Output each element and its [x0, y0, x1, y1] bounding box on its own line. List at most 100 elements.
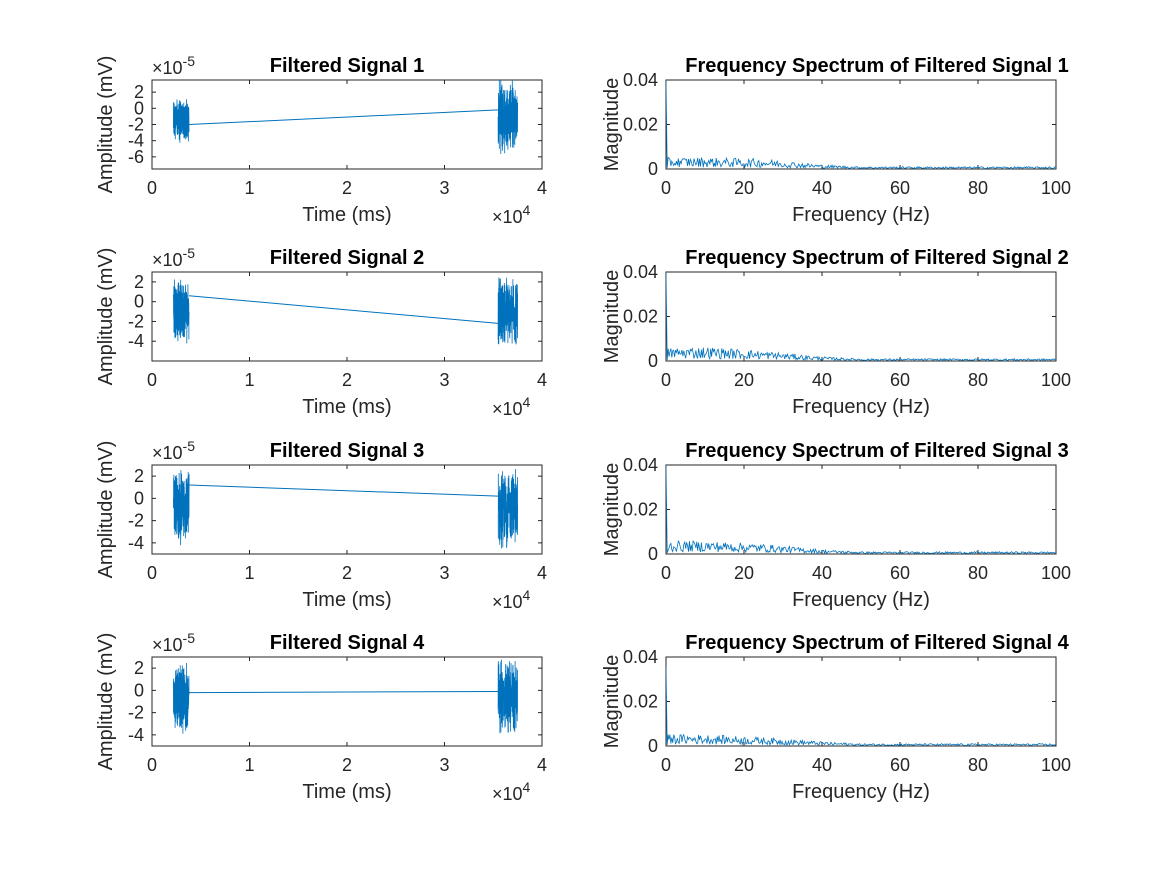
plot-area [151, 271, 543, 362]
x-tick-label: 100 [1041, 370, 1071, 390]
y-tick-label: 0 [648, 736, 658, 756]
x-tick-label: 40 [812, 178, 832, 198]
x-tick-label: 0 [661, 370, 671, 390]
y-tick-label: 0.04 [623, 647, 658, 667]
signal-burst-1 [173, 662, 190, 734]
spectrum-plot-3: 0 20 40 60 80 100 0.04 0.02 0 Frequency Spectrum … [601, 440, 1071, 611]
signal-burst-2 [497, 80, 518, 155]
signal-burst-1 [173, 99, 190, 143]
y-tick-label: 0 [648, 544, 658, 564]
x-tick-label: 0 [661, 755, 671, 775]
y-tick-label: 0 [648, 159, 658, 179]
x-axis-label: Time (ms) [302, 589, 391, 611]
x-tick-label: 60 [890, 370, 910, 390]
y-tick-label: 0 [648, 351, 658, 371]
plot-title: Frequency Spectrum of Filtered Signal 4 [685, 632, 1069, 654]
x-tick-label: 1 [244, 178, 254, 198]
y-tick-label: 0.04 [623, 70, 658, 90]
spectrum-plot-4: 0 20 40 60 80 100 0.04 0.02 0 Frequency Spectrum … [601, 632, 1071, 803]
plot-title: Filtered Signal 3 [270, 440, 424, 462]
spectrum-line [666, 272, 1056, 361]
y-tick-label: 2 [134, 82, 144, 102]
y-tick-label: 0.02 [623, 307, 658, 327]
x-tick-label: 20 [734, 755, 754, 775]
spectrum-line [666, 665, 1056, 746]
signal-burst-2 [497, 659, 518, 734]
y-tick-label: 0 [134, 98, 144, 118]
y-exponent-label: ×10-5 [152, 245, 195, 270]
y-tick-label: -4 [128, 131, 144, 151]
x-exponent-label: ×104 [492, 779, 531, 804]
x-exponent-label: ×104 [492, 202, 531, 227]
spectrum-plot-1: 0 20 40 60 80 100 0.04 0.02 0 Frequency Spectrum … [601, 55, 1071, 226]
x-tick-label: 20 [734, 178, 754, 198]
plot-area [665, 464, 1057, 555]
x-tick-label: 60 [890, 178, 910, 198]
x-tick-label: 100 [1041, 755, 1071, 775]
y-axis-label: Magnitude [601, 270, 623, 363]
y-tick-label: -6 [128, 147, 144, 167]
x-tick-label: 60 [890, 563, 910, 583]
x-axis-label: Frequency (Hz) [792, 396, 930, 418]
x-tick-label: 20 [734, 563, 754, 583]
y-axis-label: Magnitude [601, 78, 623, 171]
signal-connector-line [189, 295, 499, 324]
x-axis-label: Time (ms) [302, 781, 391, 803]
y-tick-label: 0.04 [623, 262, 658, 282]
y-tick-label: -4 [128, 331, 144, 351]
x-axis-label: Time (ms) [302, 396, 391, 418]
y-tick-label: -2 [128, 115, 144, 135]
plot-area [665, 79, 1057, 170]
plot-title: Filtered Signal 1 [270, 55, 424, 77]
y-tick-label: 0.02 [623, 500, 658, 520]
signal-connector-line [189, 109, 499, 125]
y-exponent-label: ×10-5 [152, 438, 195, 463]
y-tick-label: 0 [134, 488, 144, 508]
x-tick-label: 4 [537, 755, 547, 775]
x-tick-label: 0 [661, 178, 671, 198]
y-tick-label: -2 [128, 703, 144, 723]
x-tick-label: 2 [342, 755, 352, 775]
signal-burst-2 [497, 468, 518, 549]
x-tick-label: 0 [147, 755, 157, 775]
plot-title: Frequency Spectrum of Filtered Signal 2 [685, 247, 1068, 269]
x-tick-label: 100 [1041, 563, 1071, 583]
x-axis-label: Frequency (Hz) [792, 589, 930, 611]
y-tick-label: 0 [134, 680, 144, 700]
y-axis-label: Amplitude (mV) [95, 633, 117, 771]
x-tick-label: 3 [439, 755, 449, 775]
y-exponent-label: ×10-5 [152, 630, 195, 655]
spectrum-plot-2: 0 20 40 60 80 100 0.04 0.02 0 Frequency Spectrum … [601, 247, 1071, 418]
x-exponent-label: ×104 [492, 394, 531, 419]
y-axis-label: Magnitude [601, 463, 623, 556]
y-tick-label: 0 [134, 292, 144, 312]
x-tick-label: 4 [537, 563, 547, 583]
x-tick-label: 40 [812, 563, 832, 583]
plot-area [151, 656, 543, 747]
spectrum-line [666, 465, 1056, 554]
y-tick-label: 0.04 [623, 455, 658, 475]
plot-area [665, 271, 1057, 362]
x-axis-label: Time (ms) [302, 204, 391, 226]
x-tick-label: 80 [968, 755, 988, 775]
x-tick-label: 3 [439, 370, 449, 390]
x-tick-label: 3 [439, 563, 449, 583]
x-tick-label: 80 [968, 178, 988, 198]
y-tick-label: -2 [128, 511, 144, 531]
x-tick-label: 2 [342, 370, 352, 390]
x-tick-label: 40 [812, 755, 832, 775]
y-axis-label: Amplitude (mV) [95, 248, 117, 386]
x-exponent-label: ×104 [492, 587, 531, 612]
plot-area [151, 464, 543, 555]
x-tick-label: 0 [147, 563, 157, 583]
x-tick-label: 80 [968, 563, 988, 583]
plot-title: Filtered Signal 4 [270, 632, 425, 654]
y-axis-label: Amplitude (mV) [95, 56, 117, 194]
y-tick-label: 2 [134, 466, 144, 486]
x-tick-label: 4 [537, 178, 547, 198]
